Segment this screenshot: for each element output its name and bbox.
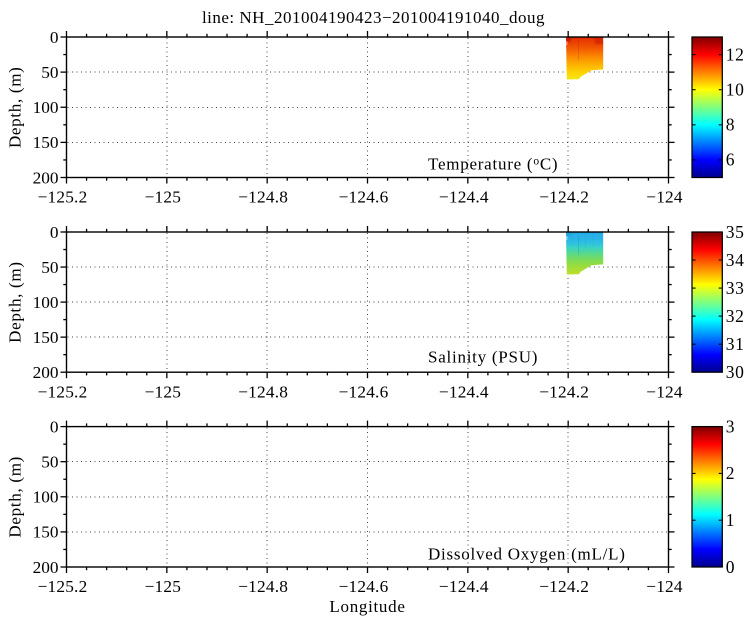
svg-text:−124.8: −124.8 <box>238 577 288 596</box>
svg-text:−124: −124 <box>646 382 683 401</box>
svg-text:32: 32 <box>726 306 745 326</box>
svg-text:150: 150 <box>33 133 59 152</box>
svg-text:Dissolved Oxygen (mL/L): Dissolved Oxygen (mL/L) <box>428 545 626 564</box>
svg-text:Depth, (m): Depth, (m) <box>6 66 25 148</box>
svg-text:−125.2: −125.2 <box>38 382 88 401</box>
svg-text:−125: −125 <box>145 188 181 207</box>
svg-text:−125.2: −125.2 <box>38 188 88 207</box>
svg-text:30: 30 <box>726 362 745 382</box>
svg-text:0: 0 <box>50 417 59 436</box>
svg-text:200: 200 <box>33 168 59 187</box>
svg-text:34: 34 <box>726 250 745 270</box>
svg-text:33: 33 <box>726 278 745 298</box>
svg-text:−124: −124 <box>646 577 683 596</box>
svg-text:6: 6 <box>726 150 735 170</box>
svg-text:−124.2: −124.2 <box>539 188 589 207</box>
svg-text:200: 200 <box>33 363 59 382</box>
svg-text:−124.8: −124.8 <box>238 188 288 207</box>
svg-text:−124.8: −124.8 <box>238 382 288 401</box>
svg-text:−124.4: −124.4 <box>439 382 489 401</box>
svg-text:−125.2: −125.2 <box>38 577 88 596</box>
svg-text:31: 31 <box>726 334 745 354</box>
svg-text:50: 50 <box>41 63 58 82</box>
svg-text:−124.6: −124.6 <box>339 577 389 596</box>
svg-text:−124.4: −124.4 <box>439 188 489 207</box>
svg-text:100: 100 <box>33 293 59 312</box>
svg-text:35: 35 <box>726 222 745 242</box>
svg-text:0: 0 <box>50 28 59 47</box>
svg-text:−124.4: −124.4 <box>439 577 489 596</box>
svg-text:Temperature (oC): Temperature (oC) <box>428 155 558 174</box>
svg-text:−124.2: −124.2 <box>539 577 589 596</box>
svg-text:−125: −125 <box>145 577 181 596</box>
svg-text:8: 8 <box>726 115 735 135</box>
svg-text:line: NH_201004190423−20100419: line: NH_201004190423−201004191040_doug <box>202 8 545 27</box>
svg-text:Longitude: Longitude <box>329 597 405 616</box>
svg-text:150: 150 <box>33 328 59 347</box>
svg-text:2: 2 <box>726 463 735 483</box>
svg-text:12: 12 <box>726 44 745 64</box>
svg-text:Depth, (m): Depth, (m) <box>6 261 25 343</box>
svg-text:−125: −125 <box>145 382 181 401</box>
svg-text:10: 10 <box>726 79 745 99</box>
svg-text:−124.6: −124.6 <box>339 188 389 207</box>
svg-text:Salinity (PSU): Salinity (PSU) <box>428 348 538 367</box>
svg-text:100: 100 <box>33 488 59 507</box>
svg-text:100: 100 <box>33 98 59 117</box>
svg-text:−124.2: −124.2 <box>539 382 589 401</box>
svg-text:3: 3 <box>726 416 735 436</box>
svg-text:50: 50 <box>41 453 58 472</box>
svg-text:−124.6: −124.6 <box>339 382 389 401</box>
svg-text:50: 50 <box>41 258 58 277</box>
svg-text:Depth, (m): Depth, (m) <box>6 456 25 538</box>
svg-text:200: 200 <box>33 558 59 577</box>
svg-text:1: 1 <box>726 510 735 530</box>
svg-text:−124: −124 <box>646 188 683 207</box>
svg-text:0: 0 <box>726 557 735 577</box>
svg-text:150: 150 <box>33 523 59 542</box>
svg-text:0: 0 <box>50 223 59 242</box>
